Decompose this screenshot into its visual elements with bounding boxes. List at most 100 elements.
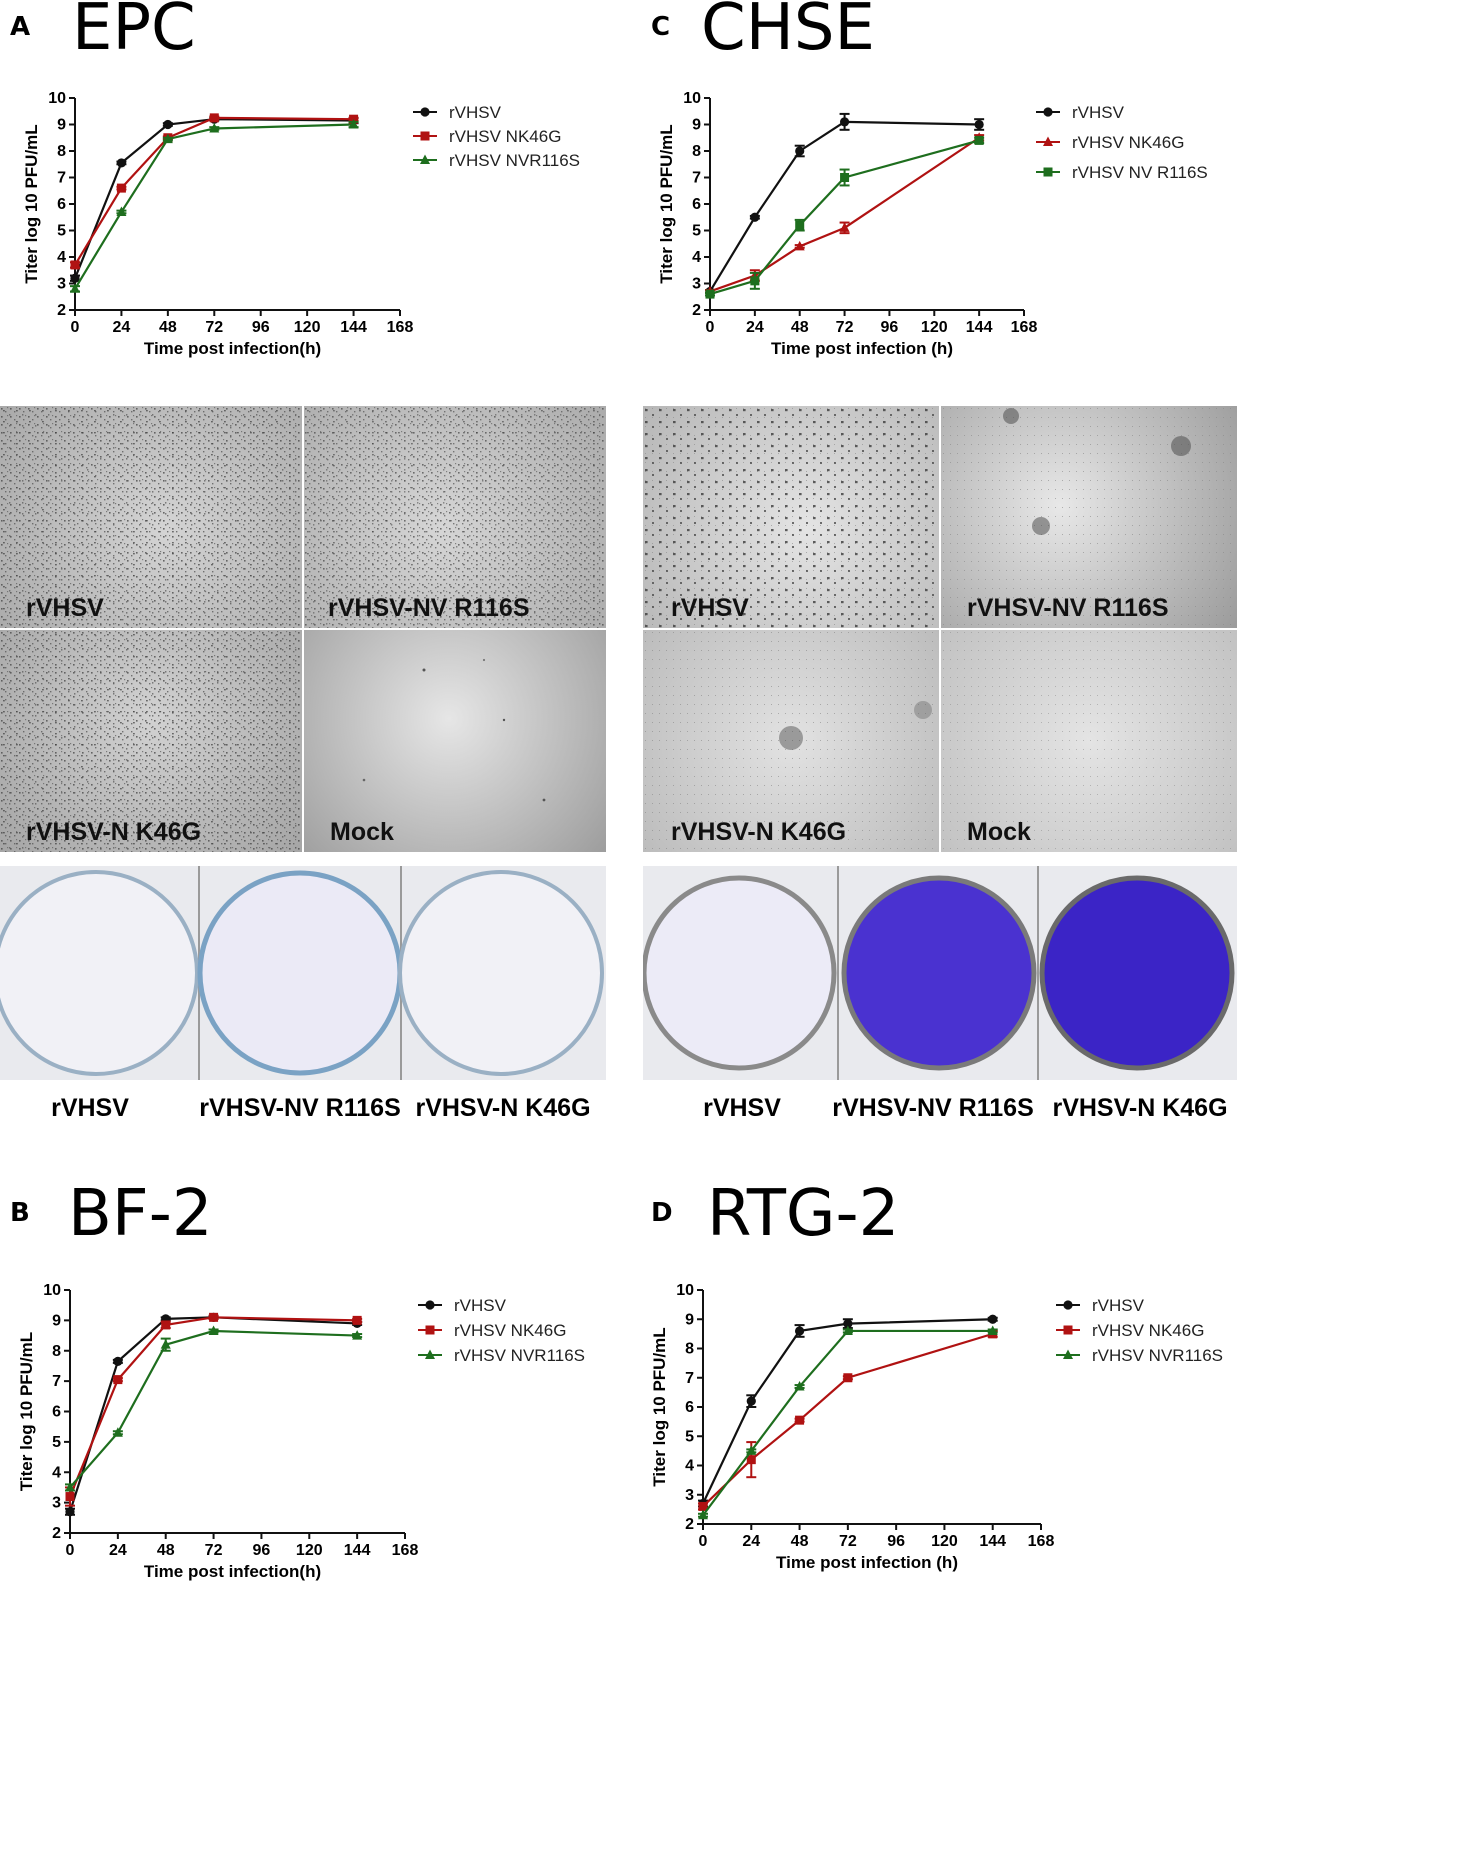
micrograph-label: Mock bbox=[330, 818, 394, 846]
x-tick-label: 144 bbox=[340, 319, 367, 336]
series-rvhsv-nvr116s bbox=[65, 1325, 363, 1492]
plate-chse-2 bbox=[841, 875, 1037, 1071]
legend-entry: rVHSV bbox=[1056, 1296, 1145, 1315]
legend-entry: rVHSV NK46G bbox=[418, 1321, 566, 1340]
legend-label: rVHSV bbox=[1072, 103, 1125, 122]
x-tick-label: 24 bbox=[742, 1533, 760, 1550]
data-point bbox=[1043, 107, 1053, 117]
series-rvhsv bbox=[705, 112, 985, 297]
y-tick-label: 8 bbox=[685, 1341, 694, 1358]
growth-chart-bf2: 2 3 4 5 6 7 8 9 10 0 24 48 72 96 120 144 168 Time post in… bbox=[17, 1282, 585, 1581]
y-tick-label: 7 bbox=[685, 1370, 694, 1387]
plate-caption-chse-3: rVHSV-N K46G bbox=[1052, 1094, 1228, 1122]
data-point bbox=[746, 1455, 756, 1465]
x-tick-label: 0 bbox=[71, 319, 80, 336]
x-tick-label: 96 bbox=[881, 319, 899, 336]
legend-entry: rVHSV NVR116S bbox=[418, 1346, 585, 1365]
panel-letter-d: D bbox=[651, 1198, 673, 1228]
micrograph-label: rVHSV-NV R116S bbox=[328, 594, 530, 622]
growth-chart-chse: 2 3 4 5 6 7 8 9 10 0 24 48 72 96 120 144 168 Time post in… bbox=[657, 90, 1208, 358]
y-tick-label: 10 bbox=[676, 1282, 694, 1299]
x-tick-label: 120 bbox=[931, 1533, 958, 1550]
legend-entry: rVHSV NVR116S bbox=[413, 151, 580, 170]
micrograph-epc-nv-r116s: rVHSV-NV R116S bbox=[304, 406, 606, 628]
x-tick-label: 72 bbox=[836, 319, 854, 336]
x-tick-label: 168 bbox=[1011, 319, 1038, 336]
y-axis-label: Titer log 10 PFU/mL bbox=[657, 124, 676, 283]
series-line bbox=[709, 136, 980, 293]
x-axis-label: Time post infection(h) bbox=[144, 1562, 321, 1581]
legend-entry: rVHSV NK46G bbox=[1056, 1321, 1204, 1340]
legend-entry: rVHSV NV R116S bbox=[1036, 163, 1208, 182]
data-point bbox=[842, 1325, 853, 1335]
data-point bbox=[70, 260, 80, 270]
micrograph-epc-mock: Mock bbox=[304, 630, 606, 852]
legend-label: rVHSV NK46G bbox=[454, 1321, 566, 1340]
data-point bbox=[425, 1300, 435, 1310]
legend-label: rVHSV NK46G bbox=[1092, 1321, 1204, 1340]
micrograph-label: rVHSV bbox=[671, 594, 749, 622]
y-tick-label: 7 bbox=[692, 170, 701, 187]
x-tick-label: 144 bbox=[979, 1533, 1006, 1550]
data-point bbox=[746, 1445, 757, 1455]
plate-epc-1 bbox=[0, 870, 199, 1076]
panel-title-rtg2: RTG-2 bbox=[707, 1177, 900, 1251]
growth-chart-epc: 2 3 4 5 6 7 8 9 10 0 24 48 72 96 120 144 168 Time post in… bbox=[22, 90, 580, 358]
data-point bbox=[705, 289, 715, 299]
x-tick-label: 96 bbox=[253, 1542, 271, 1559]
micrograph-label: rVHSV-N K46G bbox=[26, 818, 202, 846]
y-tick-label: 2 bbox=[692, 302, 701, 319]
series-line bbox=[68, 1316, 358, 1513]
data-point bbox=[209, 113, 219, 123]
x-tick-label: 24 bbox=[113, 319, 131, 336]
y-tick-label: 10 bbox=[683, 90, 701, 107]
y-tick-label: 10 bbox=[43, 1282, 61, 1299]
micrograph-chse-n-k46g: rVHSV-N K46G bbox=[643, 630, 939, 852]
series-rvhsv-nv-r116s bbox=[705, 135, 985, 299]
data-point bbox=[348, 119, 359, 129]
legend-entry: rVHSV bbox=[418, 1296, 507, 1315]
micrograph-chse-mock: Mock bbox=[941, 630, 1237, 852]
data-point bbox=[425, 1349, 435, 1359]
y-tick-label: 5 bbox=[57, 223, 66, 240]
x-tick-label: 120 bbox=[296, 1542, 323, 1559]
series-line bbox=[74, 116, 354, 266]
micrograph-grid-epc: rVHSV rVHSV-NV R116S rVHSV-N K46G Mock bbox=[0, 406, 606, 852]
data-point bbox=[839, 117, 850, 127]
data-point bbox=[698, 1501, 708, 1511]
legend-label: rVHSV bbox=[454, 1296, 507, 1315]
x-tick-label: 96 bbox=[887, 1533, 905, 1550]
y-tick-label: 5 bbox=[685, 1428, 694, 1445]
series-rvhsv-nvr116s bbox=[698, 1325, 998, 1520]
data-point bbox=[750, 212, 760, 222]
data-point bbox=[1063, 1349, 1073, 1359]
x-axis-label: Time post infection(h) bbox=[144, 339, 321, 358]
x-tick-label: 0 bbox=[706, 319, 715, 336]
data-point bbox=[1043, 136, 1053, 146]
x-tick-label: 144 bbox=[344, 1542, 371, 1559]
y-tick-label: 9 bbox=[57, 117, 66, 134]
y-tick-label: 2 bbox=[57, 302, 66, 319]
data-point bbox=[65, 1481, 75, 1492]
data-point bbox=[116, 206, 127, 216]
data-point bbox=[746, 1396, 756, 1406]
growth-chart-rtg2: 2 3 4 5 6 7 8 9 10 0 24 48 72 96 120 144 168 Time post in… bbox=[650, 1282, 1223, 1572]
panel-title-bf2: BF-2 bbox=[68, 1177, 213, 1251]
plaque-plates-epc bbox=[0, 866, 606, 1080]
x-tick-label: 24 bbox=[109, 1542, 127, 1559]
data-point bbox=[795, 1415, 805, 1425]
plate-chse-1 bbox=[643, 875, 837, 1071]
y-tick-label: 2 bbox=[685, 1516, 694, 1533]
series-rvhsv bbox=[698, 1314, 998, 1509]
data-point bbox=[112, 1427, 123, 1437]
x-tick-label: 0 bbox=[699, 1533, 708, 1550]
data-point bbox=[420, 131, 430, 141]
series-rvhsv-nvr116s bbox=[70, 119, 359, 293]
data-point bbox=[795, 146, 805, 156]
x-tick-label: 120 bbox=[294, 319, 321, 336]
legend-label: rVHSV NK46G bbox=[1072, 133, 1184, 152]
data-point bbox=[795, 220, 805, 230]
plate-caption-chse-1: rVHSV bbox=[703, 1094, 781, 1122]
data-point bbox=[1063, 1300, 1073, 1310]
x-tick-label: 144 bbox=[966, 319, 993, 336]
